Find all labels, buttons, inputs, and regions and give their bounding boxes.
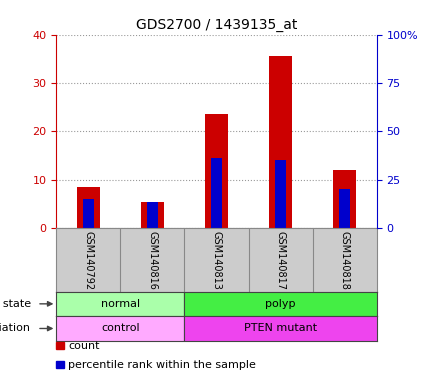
Bar — [339, 189, 350, 228]
Text: control: control — [101, 323, 140, 333]
Text: GSM140817: GSM140817 — [275, 231, 286, 290]
Bar — [56, 291, 184, 316]
Text: percentile rank within the sample: percentile rank within the sample — [68, 359, 256, 369]
Bar — [269, 56, 292, 228]
Bar — [184, 316, 377, 341]
Bar — [275, 161, 286, 228]
Text: PTEN mutant: PTEN mutant — [244, 323, 317, 333]
Bar — [184, 291, 377, 316]
Bar — [77, 187, 100, 228]
Bar — [147, 202, 158, 228]
Bar — [211, 158, 222, 228]
Title: GDS2700 / 1439135_at: GDS2700 / 1439135_at — [136, 18, 297, 32]
Text: GSM140818: GSM140818 — [339, 231, 350, 290]
Bar — [333, 170, 356, 228]
Text: disease state: disease state — [0, 299, 31, 309]
Bar — [56, 316, 184, 341]
Text: normal: normal — [101, 299, 140, 309]
Text: polyp: polyp — [265, 299, 296, 309]
Bar — [83, 199, 94, 228]
Text: count: count — [68, 341, 100, 351]
Text: genotype/variation: genotype/variation — [0, 323, 31, 333]
Text: GSM140792: GSM140792 — [83, 231, 94, 290]
Bar — [205, 114, 228, 228]
Bar — [141, 202, 164, 228]
Text: GSM140813: GSM140813 — [211, 231, 222, 290]
Text: GSM140816: GSM140816 — [147, 231, 158, 290]
